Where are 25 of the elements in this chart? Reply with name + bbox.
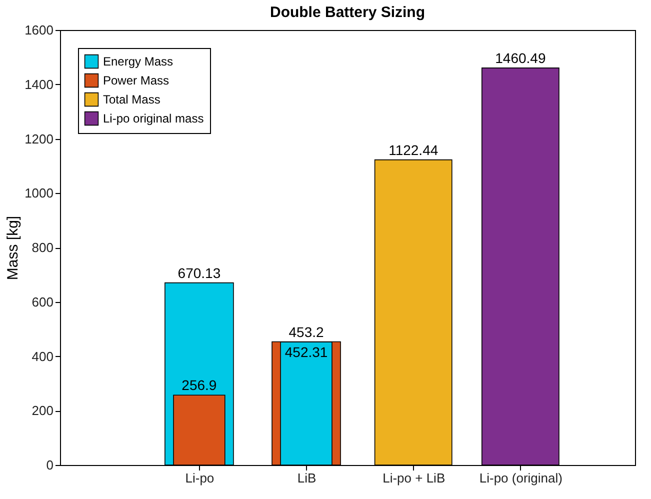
x-tick-label: Li-po (original) — [479, 470, 562, 486]
legend-label: Li-po original mass — [103, 112, 204, 126]
x-tick-label: Li-po + LiB — [382, 470, 446, 486]
legend-label: Power Mass — [103, 74, 170, 88]
legend-label: Energy Mass — [103, 54, 174, 68]
y-axis-title: Mass [kg] — [4, 216, 22, 280]
data-label: 256.9 — [182, 377, 217, 394]
data-label: 1460.49 — [495, 50, 546, 66]
y-tick-label: 1200 — [24, 131, 54, 146]
data-label: 670.13 — [178, 264, 221, 281]
y-tick-label: 600 — [32, 294, 54, 310]
chart-title: Double Battery Sizing — [270, 4, 426, 21]
y-tick-label: 200 — [32, 403, 54, 418]
x-tick-label: LiB — [297, 470, 316, 486]
data-label: 452.31 — [284, 344, 328, 360]
y-tick-label: 1000 — [24, 186, 54, 201]
legend-label: Total Mass — [103, 92, 160, 106]
data-label: 1122.44 — [388, 142, 438, 158]
y-tick-label: 800 — [32, 240, 54, 255]
y-tick-label: 0 — [46, 458, 54, 472]
y-tick-label: 1600 — [24, 22, 54, 38]
data-label: 453.2 — [288, 324, 324, 340]
x-tick-label: Li-po — [185, 470, 214, 486]
y-tick-label: 400 — [32, 348, 54, 364]
y-tick-label: 1400 — [24, 76, 54, 92]
